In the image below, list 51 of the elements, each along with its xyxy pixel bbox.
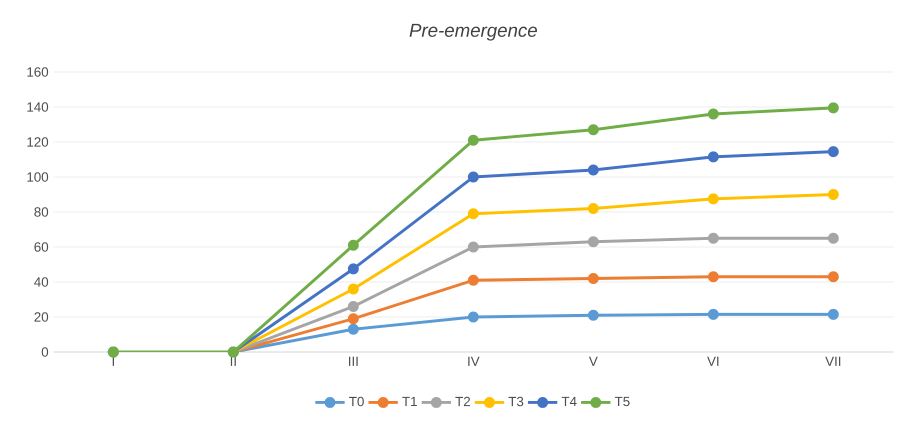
chart-title: Pre-emergence: [410, 24, 537, 41]
point: [828, 308, 839, 320]
point: [348, 263, 359, 274]
point: [588, 236, 599, 248]
x-tick-label: IV: [468, 356, 480, 366]
point: [588, 164, 599, 176]
point: [828, 102, 839, 114]
y-tick-label: 120: [27, 137, 48, 147]
legend-label: T1: [402, 396, 417, 406]
legend-label: T2: [455, 396, 470, 406]
point: [828, 232, 839, 244]
legend-label: T4: [562, 396, 577, 406]
point: [468, 274, 479, 286]
point: [468, 134, 479, 146]
legend-label: T0: [349, 396, 364, 406]
point: [708, 151, 719, 162]
point: [468, 172, 479, 182]
y-tick-label: 100: [27, 172, 48, 182]
point: [708, 193, 719, 204]
x-tick-label: V: [588, 356, 598, 366]
x-tick-label: VI: [707, 356, 718, 366]
point: [588, 203, 599, 214]
y-tick-label: 60: [34, 242, 48, 252]
point: [348, 301, 359, 312]
y-tick-label: 20: [34, 312, 48, 322]
point: [468, 242, 479, 252]
y-tick-label: 40: [34, 277, 48, 287]
point: [348, 324, 359, 335]
point: [468, 312, 479, 322]
point: [588, 273, 599, 284]
point: [708, 308, 719, 320]
point: [348, 284, 359, 294]
point: [708, 108, 719, 120]
x-tick-label: III: [349, 356, 358, 366]
legend-label: T5: [614, 396, 630, 406]
point: [708, 271, 719, 282]
point: [588, 310, 599, 321]
y-tick-label: 140: [27, 102, 48, 112]
point: [468, 208, 479, 220]
point: [348, 313, 359, 324]
point: [708, 232, 719, 244]
point: [828, 189, 839, 200]
point: [588, 124, 599, 136]
x-tick-label: VII: [825, 356, 840, 366]
point: [828, 271, 839, 282]
y-tick-label: 0: [42, 347, 48, 357]
legend-label: T3: [508, 396, 524, 406]
point: [828, 146, 839, 158]
y-tick-label: 80: [34, 207, 48, 217]
y-tick-label: 160: [27, 67, 48, 77]
point: [348, 240, 359, 251]
